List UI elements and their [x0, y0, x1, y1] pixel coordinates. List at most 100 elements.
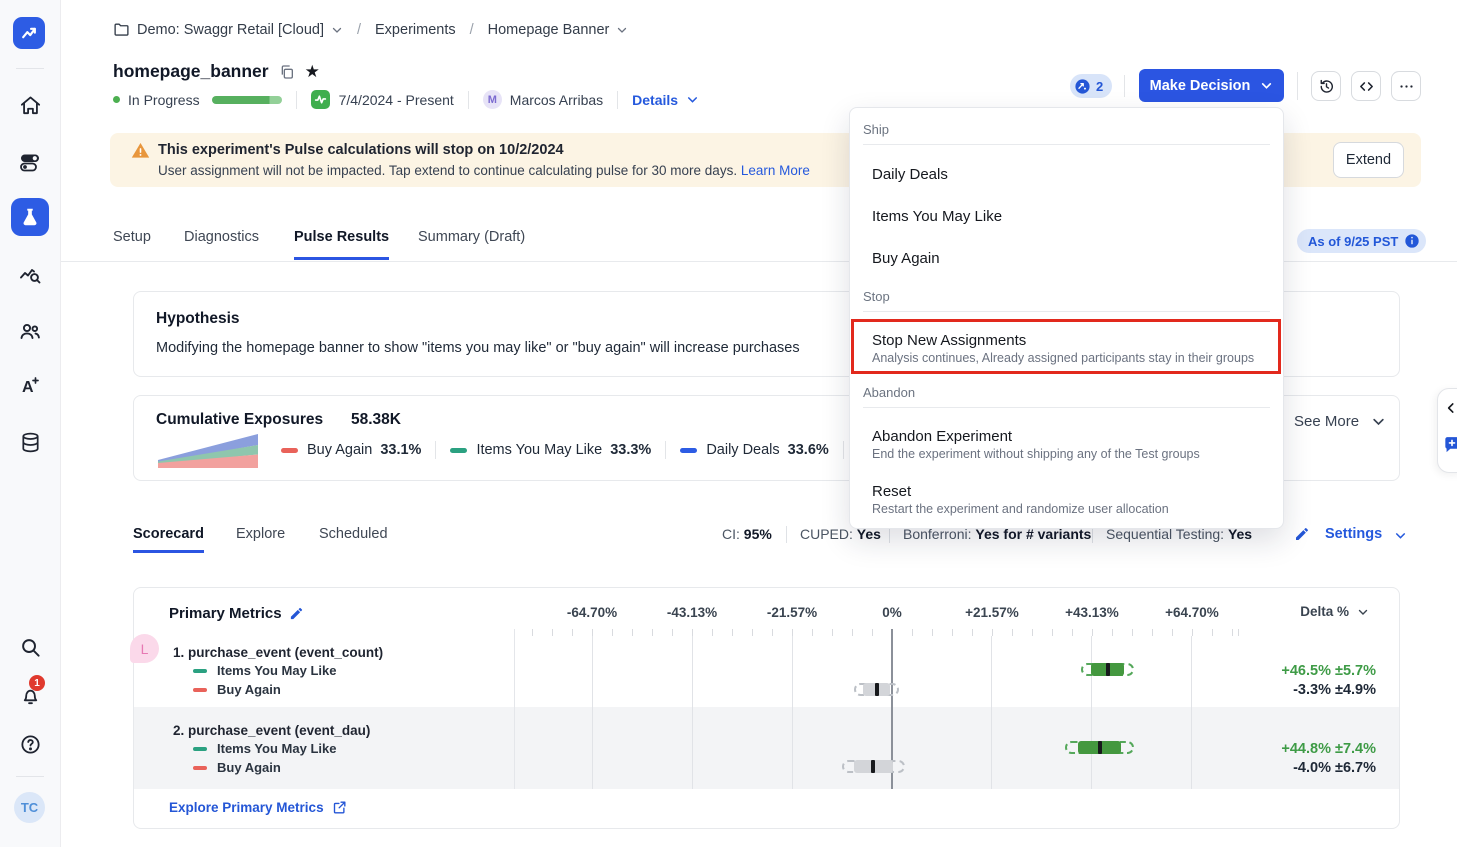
- confidence-interval-bar[interactable]: [1065, 740, 1134, 754]
- see-more-toggle[interactable]: See More: [1294, 413, 1386, 430]
- add-comment-icon[interactable]: [1442, 435, 1457, 455]
- axis-tick-label: -64.70%: [566, 605, 618, 620]
- banner-body: User assignment will not be impacted. Ta…: [158, 163, 810, 178]
- axis-tick-label: +64.70%: [1165, 605, 1219, 620]
- edit-pencil-icon[interactable]: [1294, 526, 1310, 542]
- axis-ruler: [515, 629, 1241, 636]
- owner-name: Marcos Arribas: [509, 91, 604, 108]
- date-range: 7/4/2024 - Present: [338, 91, 454, 108]
- menu-item-reset[interactable]: Reset: [872, 483, 912, 500]
- sidebar-home-icon[interactable]: [17, 92, 43, 118]
- meta-divider: [467, 90, 469, 109]
- metric-series-legend: Buy Again: [193, 682, 281, 697]
- confidence-interval-bar[interactable]: [842, 759, 905, 773]
- star-icon[interactable]: ★: [304, 61, 320, 81]
- axis-gridline: [891, 629, 893, 789]
- user-avatar[interactable]: TC: [14, 792, 45, 823]
- chevron-down-icon[interactable]: [686, 93, 699, 106]
- notification-badge: 1: [29, 675, 45, 691]
- warning-icon: [131, 142, 150, 158]
- axis-tick-label: -21.57%: [766, 605, 818, 620]
- config-sequential: Sequential Testing: Yes: [1106, 526, 1253, 542]
- copy-icon[interactable]: [279, 64, 295, 80]
- tab-summary-draft[interactable]: Summary (Draft): [418, 229, 526, 245]
- sidebar-metrics-icon[interactable]: [17, 262, 43, 288]
- tab-diagnostics[interactable]: Diagnostics: [184, 229, 259, 245]
- legend-dash-buy-again: [281, 447, 298, 453]
- sidebar-autotune-icon[interactable]: A: [17, 373, 43, 399]
- more-options-button[interactable]: [1391, 71, 1421, 101]
- tab-scheduled[interactable]: Scheduled: [319, 526, 388, 542]
- tab-explore[interactable]: Explore: [236, 526, 286, 542]
- chevron-down-icon: [1262, 83, 1272, 89]
- edit-pencil-icon[interactable]: [289, 606, 304, 621]
- status-dot: [113, 96, 120, 103]
- sidebar-notifications-icon[interactable]: 1: [17, 675, 45, 708]
- metric-series-legend: Items You May Like: [193, 741, 336, 756]
- breadcrumb-project[interactable]: Demo: Swaggr Retail [Cloud]: [113, 21, 343, 38]
- legend-dash-daily-deals: [680, 447, 698, 453]
- meta-divider: [295, 90, 297, 109]
- statsig-logo-icon[interactable]: [13, 17, 45, 49]
- sidebar-users-icon[interactable]: [17, 318, 43, 344]
- series-dash-green: [193, 668, 207, 673]
- sidebar-help-icon[interactable]: [17, 731, 43, 757]
- menu-item-daily-deals[interactable]: Daily Deals: [872, 166, 948, 183]
- metric-name[interactable]: 2. purchase_event (event_dau): [173, 723, 371, 738]
- confidence-interval-bar[interactable]: [1081, 662, 1134, 676]
- extend-button[interactable]: Extend: [1333, 142, 1404, 178]
- sidebar-search-icon[interactable]: [17, 634, 43, 660]
- breadcrumb-page[interactable]: Homepage Banner: [488, 22, 629, 38]
- settings-link[interactable]: Settings: [1325, 526, 1383, 542]
- sidebar-experiments-icon[interactable]: [11, 198, 49, 236]
- exposures-heading: Cumulative Exposures: [156, 411, 324, 428]
- ci-point-estimate: [871, 759, 876, 773]
- code-icon: [1359, 81, 1373, 91]
- config-cuped: CUPED: Yes: [800, 526, 881, 542]
- make-decision-button[interactable]: Make Decision: [1139, 69, 1284, 102]
- menu-item-items-you-may-like[interactable]: Items You May Like: [872, 208, 1003, 225]
- code-button[interactable]: [1351, 71, 1381, 101]
- pulse-alerts-pill[interactable]: 2: [1070, 74, 1113, 98]
- tab-pulse-results[interactable]: Pulse Results: [294, 229, 390, 260]
- tab-setup[interactable]: Setup: [113, 229, 151, 245]
- as-of-badge[interactable]: As of 9/25 PST: [1297, 229, 1427, 253]
- chevron-left-icon[interactable]: [1444, 401, 1457, 415]
- metric-name[interactable]: 1. purchase_event (event_count): [173, 645, 384, 660]
- breadcrumb-section[interactable]: Experiments: [375, 21, 456, 38]
- info-icon: [1405, 234, 1419, 248]
- main-tabs: Setup Diagnostics Pulse Results Summary …: [61, 226, 1457, 262]
- hypothesis-heading: Hypothesis: [156, 310, 240, 327]
- delta-value-positive: +44.8% ±7.4%: [1281, 741, 1376, 757]
- delta-value-neutral: -3.3% ±4.9%: [1293, 682, 1376, 698]
- breadcrumb-separator: /: [356, 21, 362, 38]
- legend-label: Items You May Like: [476, 442, 603, 458]
- axis-gridline: [1091, 636, 1093, 789]
- explore-primary-metrics-link[interactable]: Explore Primary Metrics: [169, 800, 347, 815]
- chevron-down-icon: [1373, 418, 1384, 426]
- legend-value: 33.6%: [787, 442, 829, 458]
- history-button[interactable]: [1311, 71, 1341, 101]
- menu-item-buy-again[interactable]: Buy Again: [872, 250, 940, 267]
- tab-scorecard[interactable]: Scorecard: [133, 526, 204, 542]
- axis-gridline: [691, 636, 693, 789]
- menu-item-stop-new-assignments[interactable]: Stop New Assignments: [872, 332, 1027, 349]
- breadcrumb: Demo: Swaggr Retail [Cloud] / Experiment…: [113, 21, 628, 38]
- sidebar: A 1 TC: [0, 0, 61, 847]
- sidebar-divider: [16, 68, 44, 69]
- exposures-total: 58.38K: [351, 411, 401, 428]
- menu-item-abandon-experiment[interactable]: Abandon Experiment: [872, 428, 1013, 445]
- sidebar-feature-gates-icon[interactable]: [17, 149, 43, 175]
- collapsed-side-panel: [1437, 388, 1457, 473]
- menu-divider: [863, 311, 1270, 312]
- delta-column-header[interactable]: Delta %: [1300, 604, 1369, 619]
- scorecard-config-row: CI: 95% CUPED: Yes Bonferroni: Yes for #…: [0, 526, 1457, 544]
- topbar-divider: [1124, 75, 1125, 97]
- confidence-interval-bar[interactable]: [853, 682, 900, 696]
- learn-more-link[interactable]: Learn More: [740, 163, 810, 178]
- details-link[interactable]: Details: [632, 91, 679, 108]
- sidebar-datasets-icon[interactable]: [17, 429, 43, 455]
- delta-value-neutral: -4.0% ±6.7%: [1293, 760, 1376, 776]
- chevron-down-icon[interactable]: [1394, 529, 1407, 542]
